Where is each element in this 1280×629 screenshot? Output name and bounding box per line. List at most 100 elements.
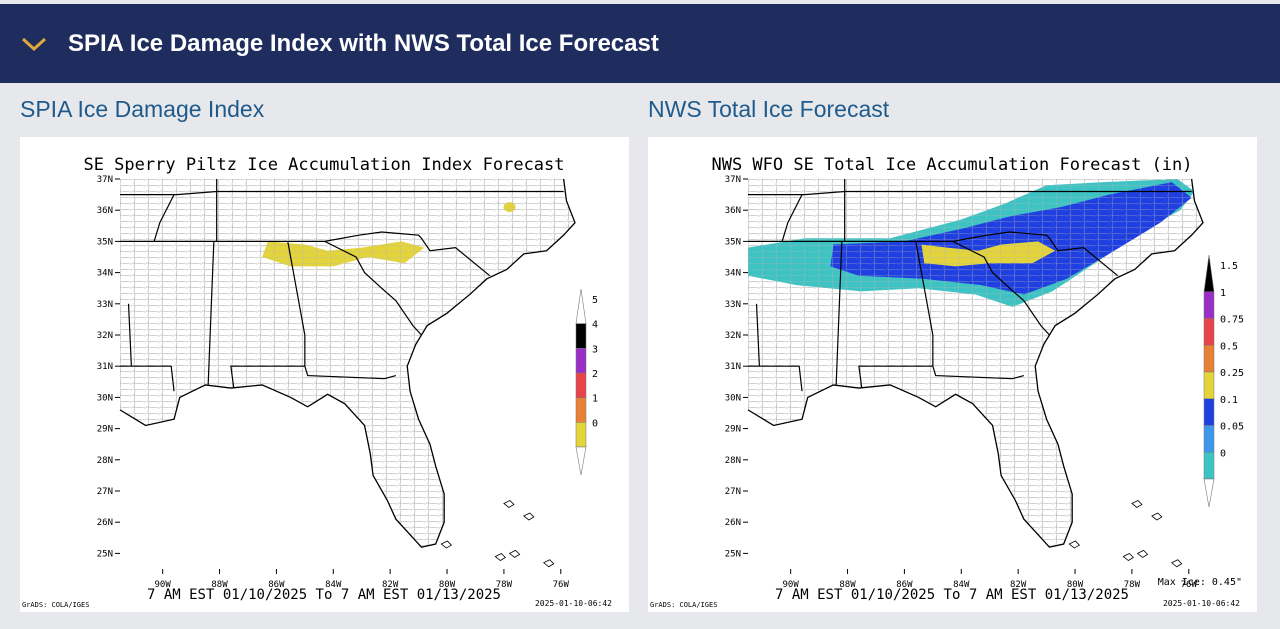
- forecast-period: 7 AM EST 01/10/2025 To 7 AM EST 01/13/20…: [775, 587, 1129, 603]
- state-border: [153, 194, 175, 242]
- lat-label: 35N: [97, 237, 113, 247]
- lon-label: 84W: [953, 580, 970, 590]
- lat-label: 32N: [97, 331, 113, 341]
- lon-label: 86W: [268, 580, 285, 590]
- lat-label: 33N: [97, 300, 113, 310]
- coastline: [119, 178, 576, 548]
- state-border: [932, 366, 1025, 380]
- lon-label: 84W: [325, 580, 342, 590]
- coastline: [747, 178, 1204, 548]
- lat-label: 31N: [725, 362, 741, 372]
- lon-label: 78W: [1124, 580, 1141, 590]
- state-border: [120, 365, 175, 392]
- lat-label: 32N: [725, 331, 741, 341]
- island: [508, 549, 521, 558]
- map-title: NWS WFO SE Total Ice Accumulation Foreca…: [711, 155, 1192, 175]
- max-ice-note: Max Ice: 0.45": [1158, 577, 1242, 588]
- legend-swatch: [575, 372, 587, 398]
- legend-label: 0.5: [1220, 341, 1238, 352]
- nws-map-panel: NWS WFO SE Total Ice Accumulation Foreca…: [648, 137, 1257, 612]
- lat-label: 35N: [725, 237, 741, 247]
- county-mesh-overlay: [120, 179, 575, 548]
- legend-end-arrow: [575, 446, 587, 476]
- county-mesh-overlay: [748, 179, 1203, 548]
- lat-label: 28N: [725, 456, 741, 466]
- lat-label: 27N: [725, 487, 741, 497]
- nws-map: NWS WFO SE Total Ice Accumulation Foreca…: [650, 155, 1244, 609]
- lon-label: 76W: [553, 580, 570, 590]
- island: [1131, 499, 1143, 508]
- legend-swatch: [575, 323, 587, 349]
- legend-swatch: [1203, 318, 1215, 346]
- state-border: [952, 240, 1050, 336]
- lon-label: 86W: [896, 580, 913, 590]
- legend-label: 3: [592, 344, 598, 355]
- legend-swatch: [1203, 425, 1215, 453]
- lon-label: 80W: [1067, 580, 1084, 590]
- island: [1170, 559, 1183, 568]
- legend-end-arrow: [1203, 478, 1215, 508]
- lat-label: 33N: [725, 300, 741, 310]
- island: [542, 559, 555, 568]
- forecast-period: 7 AM EST 01/10/2025 To 7 AM EST 01/13/20…: [147, 587, 501, 603]
- legend-label: 0.25: [1220, 368, 1244, 379]
- legend-label: 0: [592, 418, 598, 429]
- lon-label: 82W: [1010, 580, 1027, 590]
- lon-label: 76W: [1181, 580, 1198, 590]
- lat-label: 37N: [97, 175, 113, 185]
- state-border: [127, 303, 132, 367]
- spia-map-panel: SE Sperry Piltz Ice Accumulation Index F…: [20, 137, 629, 612]
- lon-label: 88W: [211, 580, 228, 590]
- state-border: [120, 231, 491, 277]
- legend-swatch: [575, 422, 587, 448]
- island: [494, 553, 507, 562]
- nws-heading: NWS Total Ice Forecast: [648, 96, 890, 122]
- state-border: [207, 241, 215, 385]
- legend-swatch: [1203, 254, 1215, 293]
- lat-label: 37N: [725, 175, 741, 185]
- lon-label: 80W: [439, 580, 456, 590]
- map-title: SE Sperry Piltz Ice Accumulation Index F…: [83, 155, 564, 175]
- island: [1122, 553, 1135, 562]
- island: [1151, 512, 1163, 521]
- legend-swatch: [1203, 398, 1215, 426]
- state-border: [748, 365, 803, 392]
- lat-label: 25N: [97, 549, 113, 559]
- lat-label: 29N: [725, 425, 741, 435]
- lat-label: 34N: [97, 269, 113, 279]
- section-header[interactable]: SPIA Ice Damage Index with NWS Total Ice…: [0, 4, 1280, 83]
- state-border: [304, 366, 397, 380]
- lat-label: 30N: [725, 393, 741, 403]
- lon-label: 90W: [783, 580, 800, 590]
- legend-label: 1: [1220, 288, 1226, 299]
- timestamp: 2025-01-10-06:42: [535, 599, 612, 608]
- map-area: 37N 36N 35N 34N 33N 32N 31N 30N 29N 28N 27N 26N 25N 9…: [97, 175, 576, 590]
- lat-label: 34N: [725, 269, 741, 279]
- state-border: [755, 303, 760, 367]
- spia-map: SE Sperry Piltz Ice Accumulation Index F…: [22, 155, 612, 609]
- lon-label: 82W: [382, 580, 399, 590]
- legend-swatch: [575, 348, 587, 374]
- lon-label: 90W: [155, 580, 172, 590]
- island: [440, 540, 452, 549]
- state-border: [120, 190, 564, 196]
- legend-swatch: [1203, 371, 1215, 399]
- credit: GrADS: COLA/IGES: [22, 601, 89, 609]
- state-border: [781, 194, 803, 242]
- island: [503, 499, 515, 508]
- map-area: 37N 36N 35N 34N 33N 32N 31N 30N 29N 28N 27N 26N 25N 9…: [725, 175, 1204, 590]
- legend-swatch: [1203, 452, 1215, 480]
- legend-swatch: [575, 288, 587, 324]
- state-border: [748, 190, 1192, 196]
- lat-label: 31N: [97, 362, 113, 372]
- legend-label: 0.75: [1220, 315, 1244, 326]
- timestamp: 2025-01-10-06:42: [1163, 599, 1240, 608]
- legend-swatch: [1203, 345, 1215, 373]
- chevron-down-icon[interactable]: [20, 30, 48, 58]
- legend-label: 5: [592, 295, 598, 306]
- lat-label: 26N: [725, 518, 741, 528]
- section-title: SPIA Ice Damage Index with NWS Total Ice…: [68, 29, 659, 57]
- legend-swatch: [575, 397, 587, 423]
- lat-label: 26N: [97, 518, 113, 528]
- island: [1136, 549, 1149, 558]
